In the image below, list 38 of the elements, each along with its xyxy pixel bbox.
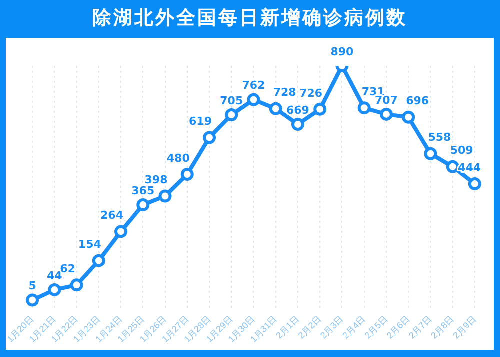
data-label: 398 xyxy=(144,174,168,187)
point xyxy=(225,108,238,122)
point xyxy=(269,102,282,116)
point xyxy=(314,102,327,116)
data-label: 669 xyxy=(286,104,310,117)
point xyxy=(158,190,172,203)
point xyxy=(26,294,40,307)
point xyxy=(468,178,482,191)
data-label: 558 xyxy=(428,131,452,144)
data-label: 619 xyxy=(189,115,212,128)
point xyxy=(136,198,150,212)
point xyxy=(380,108,393,121)
point xyxy=(114,225,128,238)
chart-title: 除湖北外全国每日新增确诊病例数 xyxy=(92,6,408,31)
point xyxy=(402,110,416,124)
data-label: 726 xyxy=(300,86,323,100)
point xyxy=(424,147,438,160)
data-label: 509 xyxy=(450,144,474,158)
point xyxy=(92,254,106,268)
data-label: 890 xyxy=(330,45,354,58)
point xyxy=(291,118,304,131)
data-label: 762 xyxy=(242,79,266,92)
point xyxy=(180,168,194,182)
data-label: 480 xyxy=(166,152,190,165)
data-label: 696 xyxy=(406,94,430,108)
data-label: 5 xyxy=(28,280,36,293)
data-label: 154 xyxy=(78,238,102,252)
data-label: 264 xyxy=(100,209,124,222)
data-label: 365 xyxy=(132,184,155,198)
point xyxy=(70,278,84,292)
data-label: 705 xyxy=(220,94,244,108)
point xyxy=(446,160,460,174)
point xyxy=(247,93,260,106)
data-label: 728 xyxy=(273,86,296,100)
point xyxy=(48,283,62,296)
point xyxy=(358,102,371,115)
data-label: 62 xyxy=(60,262,76,276)
point xyxy=(203,131,216,144)
